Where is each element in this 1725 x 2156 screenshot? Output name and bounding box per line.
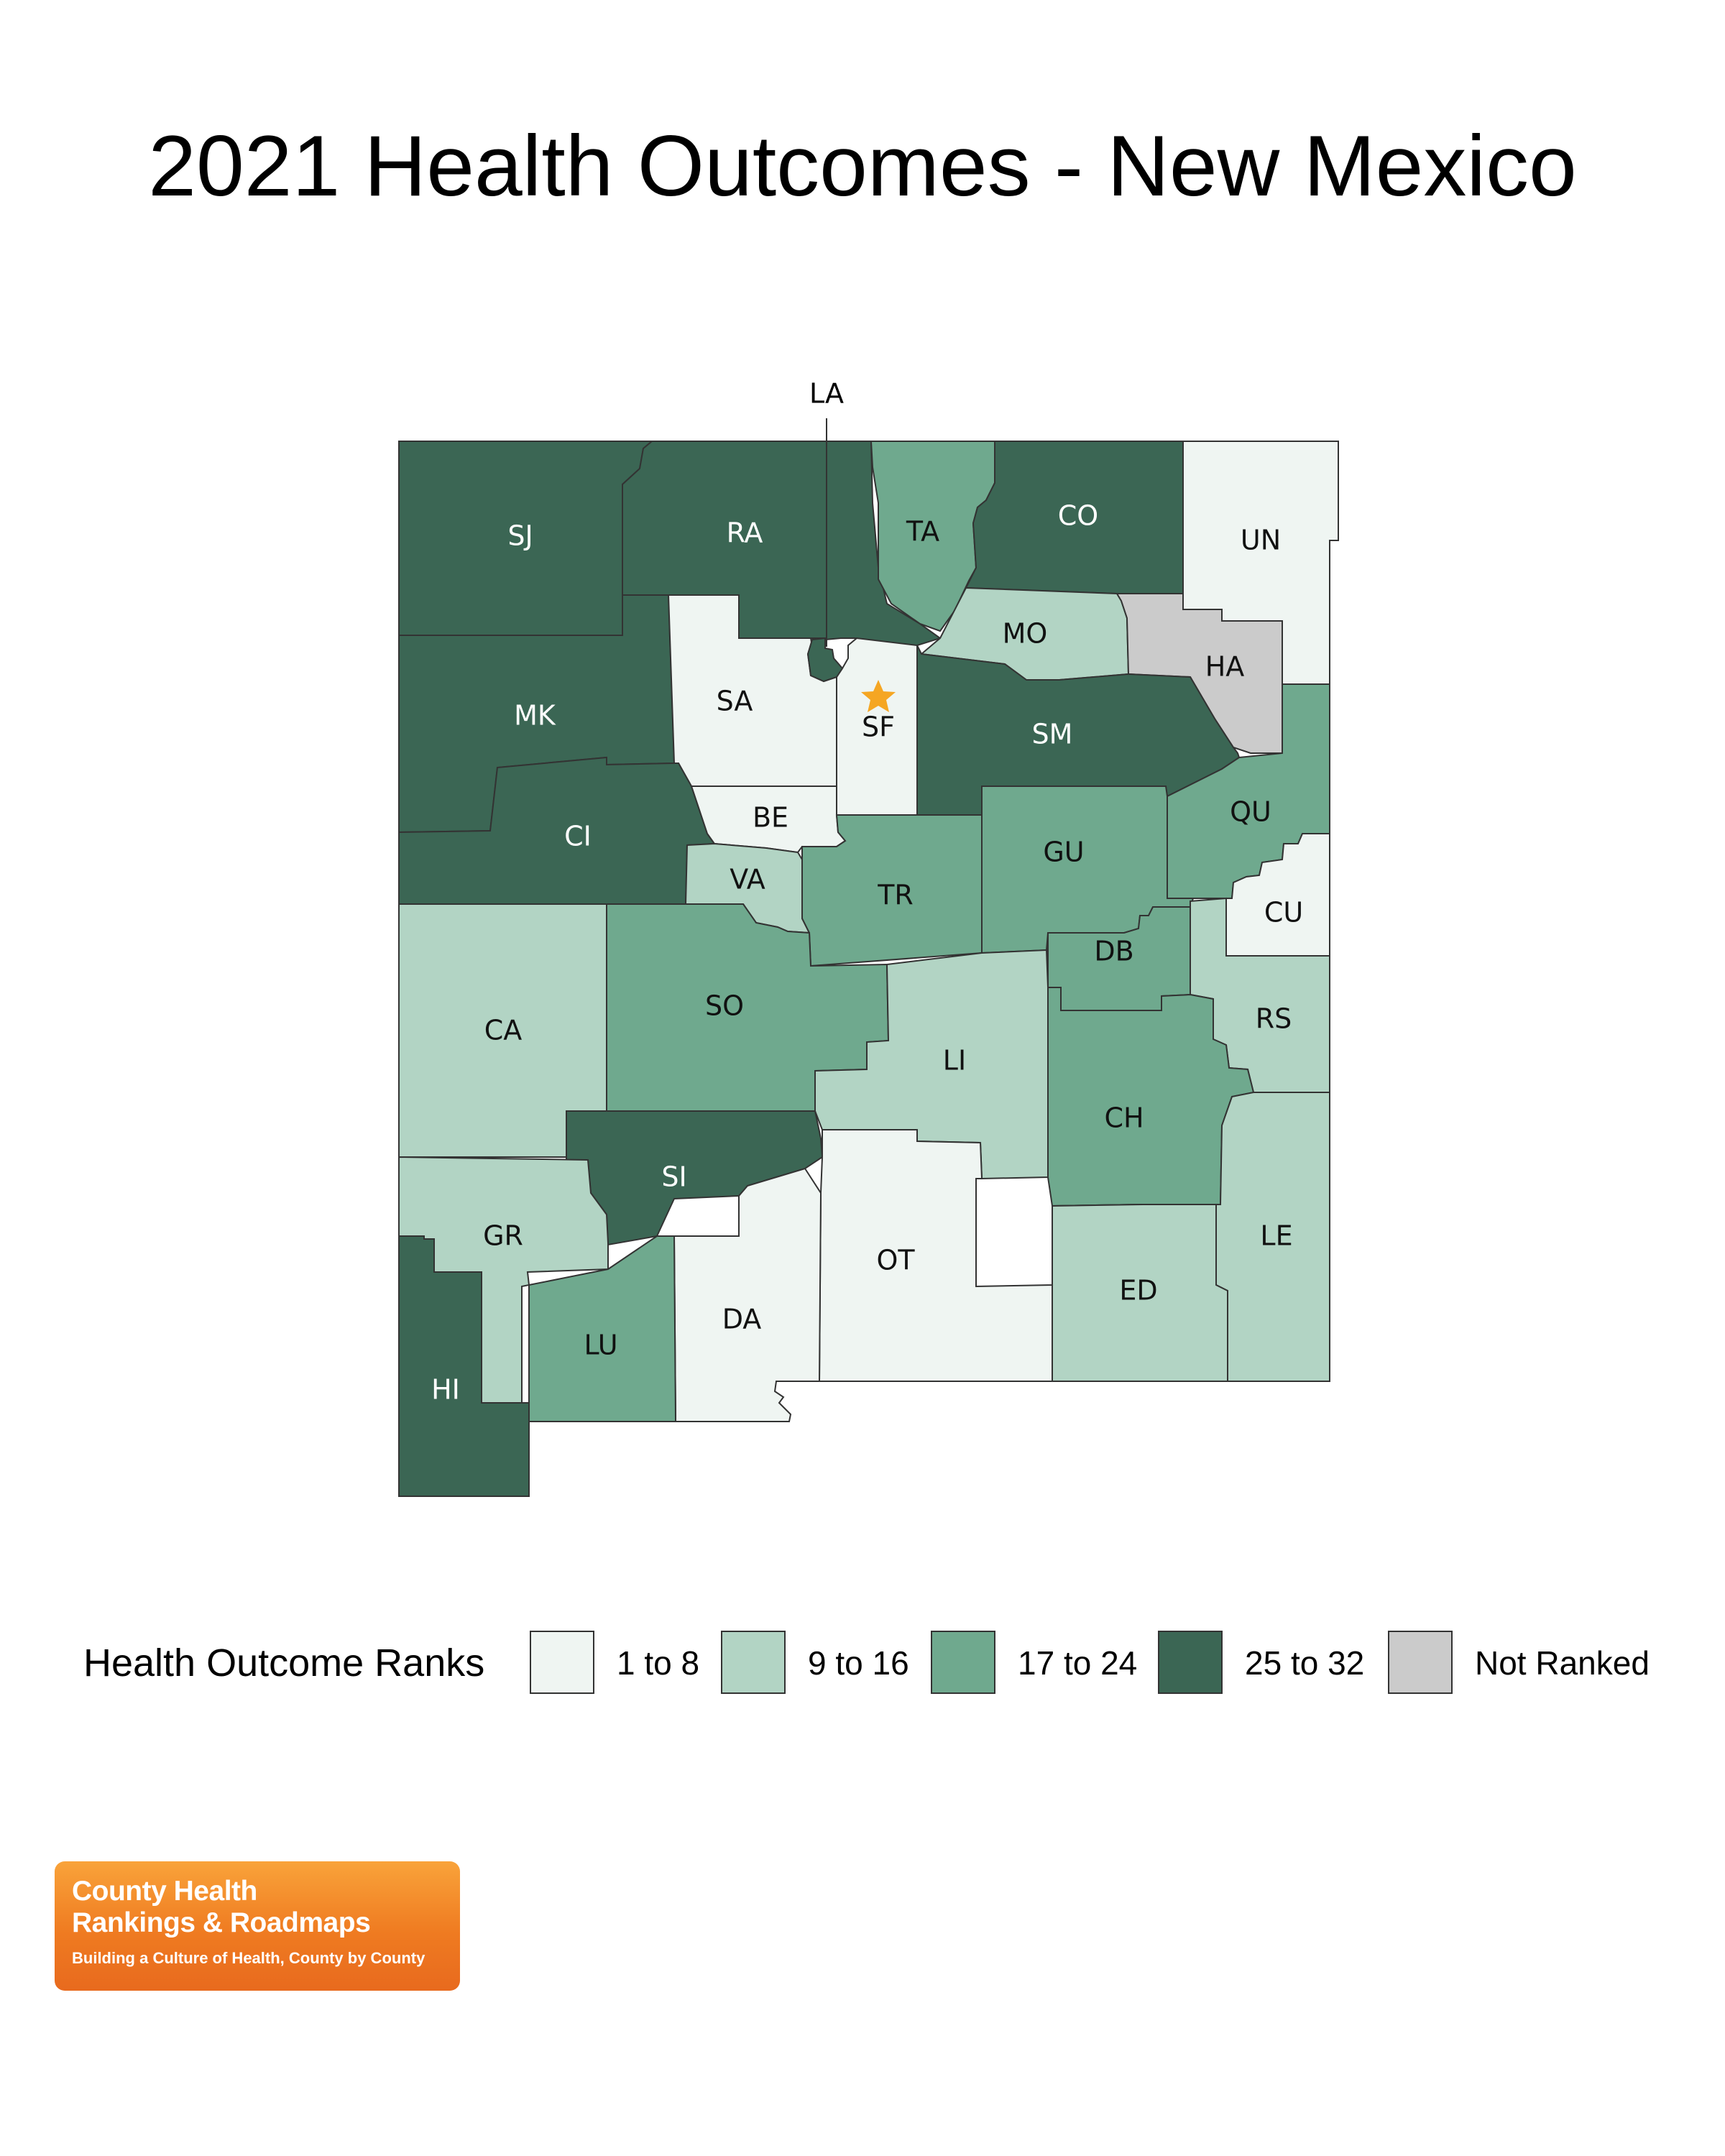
star-icon: [861, 680, 896, 712]
label-un: UN: [1241, 525, 1281, 556]
label-la: LA: [809, 378, 844, 410]
legend-label-5: Not Ranked: [1475, 1644, 1650, 1682]
legend-label-2: 9 to 16: [808, 1644, 909, 1682]
label-sa: SA: [717, 686, 753, 717]
county-label-layer: SJ RA LA TA CO UN MO HA MK SA SF SM CI B…: [431, 378, 1303, 1406]
county-ed[interactable]: [1052, 1204, 1228, 1382]
county-layer: [398, 441, 1339, 1497]
legend-title: Health Outcome Ranks: [83, 1641, 484, 1685]
label-ch: CH: [1104, 1102, 1144, 1134]
label-da: DA: [722, 1304, 762, 1335]
county-da[interactable]: [673, 1167, 822, 1422]
label-co: CO: [1058, 500, 1098, 532]
county-hi[interactable]: [398, 1235, 530, 1497]
label-ra: RA: [727, 517, 763, 549]
legend-swatch-5: [1388, 1631, 1453, 1694]
label-so: SO: [705, 990, 744, 1022]
label-sj: SJ: [507, 520, 533, 552]
legend-label-4: 25 to 32: [1245, 1644, 1364, 1682]
county-la[interactable]: [806, 637, 844, 683]
label-mo: MO: [1003, 618, 1048, 650]
chrr-logo: County Health Rankings & Roadmaps Buildi…: [55, 1861, 460, 1991]
legend-swatch-1: [530, 1631, 594, 1694]
county-ha[interactable]: [1116, 593, 1283, 754]
label-mk: MK: [514, 700, 556, 732]
label-lu: LU: [584, 1330, 617, 1361]
label-ot: OT: [876, 1245, 915, 1276]
logo-tagline: Building a Culture of Health, County by …: [72, 1949, 426, 1967]
label-be: BE: [753, 802, 788, 834]
logo-line-1: County Health: [72, 1876, 257, 1907]
label-tr: TR: [877, 880, 914, 911]
label-gr: GR: [483, 1220, 523, 1252]
label-va: VA: [730, 864, 765, 895]
logo-line-2: Rankings & Roadmaps: [72, 1907, 371, 1938]
legend-swatch-3: [931, 1631, 995, 1694]
label-ed: ED: [1119, 1275, 1157, 1307]
legend-swatch-4: [1158, 1631, 1223, 1694]
label-si: SI: [661, 1161, 686, 1193]
legend-swatch-2: [721, 1631, 786, 1694]
legend: Health Outcome Ranks 1 to 8 9 to 16 17 t…: [83, 1631, 1650, 1694]
label-cu: CU: [1264, 897, 1303, 929]
label-ta: TA: [906, 516, 939, 548]
legend-label-3: 17 to 24: [1018, 1644, 1137, 1682]
label-qu: QU: [1230, 796, 1271, 828]
map-title: 2021 Health Outcomes - New Mexico: [148, 118, 1577, 214]
label-sm: SM: [1032, 719, 1073, 750]
label-ci: CI: [564, 821, 592, 852]
label-le: LE: [1260, 1220, 1292, 1252]
label-gu: GU: [1043, 837, 1084, 868]
label-ca: CA: [484, 1015, 523, 1046]
label-db: DB: [1094, 936, 1133, 967]
label-hi: HI: [431, 1374, 460, 1406]
label-rs: RS: [1256, 1003, 1292, 1035]
label-ha: HA: [1205, 651, 1245, 683]
label-sf: SF: [862, 711, 895, 743]
legend-label-1: 1 to 8: [617, 1644, 699, 1682]
label-li: LI: [943, 1045, 966, 1077]
